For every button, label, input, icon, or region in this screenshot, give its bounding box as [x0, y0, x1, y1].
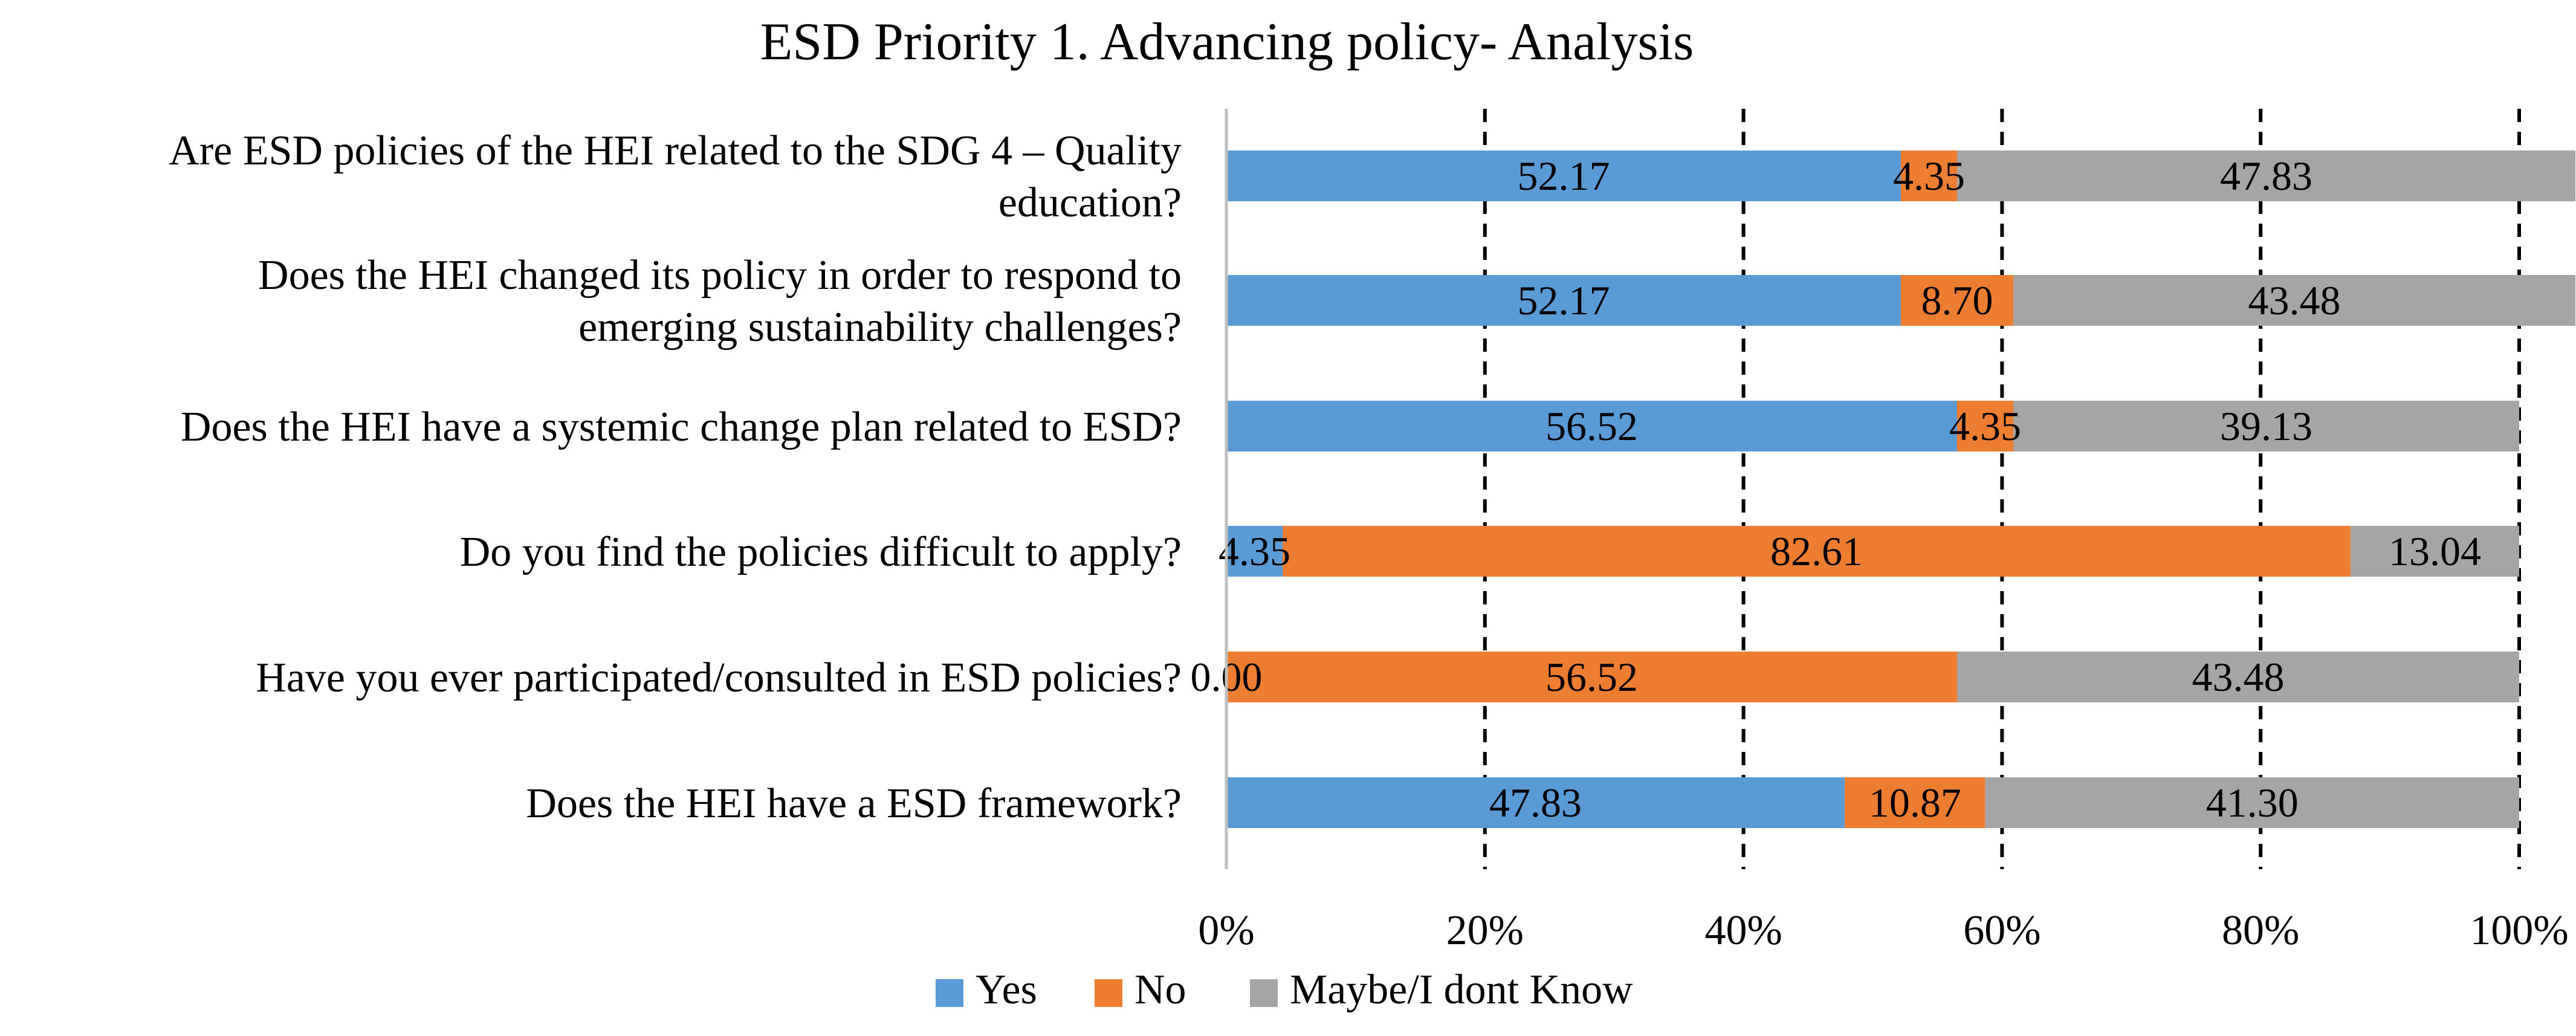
bar-no-2 [1956, 401, 2014, 452]
bar-data-labels: 52.17 4.35 47.83 52.17 8.70 43.48 56.52 4.35 39.… [1191, 153, 2482, 826]
bar-maybe-i-dont-know-0 [1956, 151, 2576, 201]
legend: Yes No Maybe/I dont Know [936, 966, 1633, 1013]
category-label: Do you find the policies difficult to ap… [460, 529, 1182, 575]
bar-data-label: 47.83 [2220, 153, 2312, 199]
category-label: education? [998, 180, 1182, 226]
x-tick-label: 80% [2222, 907, 2299, 954]
bar-maybe-i-dont-know-2 [2013, 401, 2519, 452]
bar-yes-0 [1226, 151, 1901, 201]
x-tick-labels: 0% 20% 40% 60% 80% 100% [1198, 907, 2568, 954]
bar-data-label: 4.35 [1949, 403, 2021, 449]
category-labels: Are ESD policies of the HEI related to t… [169, 128, 1182, 827]
chart-title: ESD Priority 1. Advancing policy- Analys… [760, 13, 1694, 71]
x-tick-label: 100% [2470, 907, 2568, 954]
bar-data-label: 56.52 [1545, 403, 1638, 449]
bar-data-label: 47.83 [1489, 780, 1582, 826]
category-label: Are ESD policies of the HEI related to t… [169, 128, 1182, 174]
bar-data-label: 56.52 [1545, 654, 1638, 700]
bar-no-0 [1900, 151, 1957, 201]
bar-yes-2 [1226, 401, 1957, 452]
category-label: Does the HEI changed its policy in order… [258, 252, 1182, 299]
legend-swatch [936, 979, 963, 1007]
bar-data-label: 41.30 [2206, 780, 2299, 826]
bar-maybe-i-dont-know-4 [1956, 652, 2519, 702]
gridlines [1483, 109, 2521, 869]
bar-no-3 [1283, 526, 2351, 577]
legend-swatch [1095, 979, 1122, 1007]
legend-label: Yes [976, 966, 1037, 1013]
x-tick-label: 40% [1704, 907, 1782, 954]
x-tick-label: 60% [1963, 907, 2040, 954]
bar-data-label: 39.13 [2220, 403, 2312, 449]
bar-yes-1 [1226, 275, 1901, 326]
bar-data-label: 43.48 [2248, 277, 2341, 323]
bars [1226, 151, 2576, 828]
bar-data-label: 82.61 [1770, 528, 1863, 574]
category-label: emerging sustainability challenges? [578, 304, 1182, 351]
bar-data-label: 52.17 [1517, 277, 1610, 323]
bar-data-label: 52.17 [1517, 153, 1610, 199]
legend-swatch [1250, 979, 1278, 1007]
category-label: Have you ever participated/consulted in … [256, 655, 1182, 701]
bar-maybe-i-dont-know-3 [2351, 526, 2519, 577]
legend-label: Maybe/I dont Know [1290, 966, 1633, 1013]
bar-yes-3 [1226, 526, 1283, 577]
bar-data-label: 4.35 [1218, 528, 1290, 574]
bar-maybe-i-dont-know-1 [2013, 275, 2576, 326]
legend-label: No [1134, 966, 1186, 1013]
bar-data-label: 8.70 [1921, 277, 1993, 323]
x-tick-label: 0% [1198, 907, 1254, 954]
bar-yes-5 [1226, 777, 1845, 828]
bar-data-label: 13.04 [2389, 528, 2481, 574]
x-tick-label: 20% [1446, 907, 1524, 954]
bar-data-label: 10.87 [1869, 780, 1961, 826]
bar-data-label: 43.48 [2192, 654, 2284, 700]
bar-no-5 [1845, 777, 1985, 828]
category-label: Does the HEI have a systemic change plan… [181, 404, 1182, 450]
bar-maybe-i-dont-know-5 [1985, 777, 2519, 828]
bar-data-label: 4.35 [1893, 153, 1965, 199]
category-label: Does the HEI have a ESD framework? [526, 780, 1182, 827]
bar-no-1 [1900, 275, 2014, 326]
bar-no-4 [1226, 652, 1957, 702]
